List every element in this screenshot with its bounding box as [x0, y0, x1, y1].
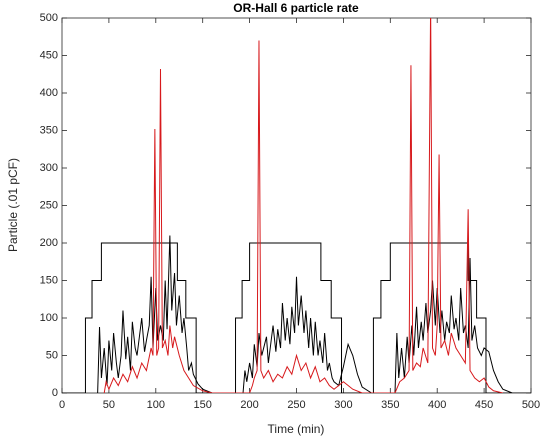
y-tick-label: 0 — [52, 387, 58, 399]
y-tick-label: 500 — [40, 12, 58, 24]
x-tick-label: 450 — [475, 399, 493, 411]
y-tick-label: 350 — [40, 124, 58, 136]
series-line — [97, 235, 513, 393]
x-tick-label: 100 — [147, 399, 165, 411]
y-tick-label: 100 — [40, 312, 58, 324]
y-axis-label: Particle (.01 pCF) — [6, 158, 20, 252]
series-line — [103, 18, 503, 393]
x-tick-label: 0 — [59, 399, 65, 411]
x-tick-label: 350 — [381, 399, 399, 411]
x-tick-label: 500 — [522, 399, 540, 411]
series-line — [62, 242, 531, 393]
x-tick-label: 50 — [103, 399, 115, 411]
y-tick-label: 50 — [46, 349, 58, 361]
y-tick-label: 400 — [40, 87, 58, 99]
y-tick-label: 250 — [40, 199, 58, 211]
x-tick-label: 150 — [194, 399, 212, 411]
x-axis-label: Time (min) — [268, 422, 325, 436]
y-tick-label: 450 — [40, 49, 58, 61]
x-tick-label: 200 — [240, 399, 258, 411]
x-tick-label: 400 — [428, 399, 446, 411]
chart-title: OR-Hall 6 particle rate — [233, 1, 359, 15]
y-tick-label: 300 — [40, 162, 58, 174]
x-tick-label: 300 — [334, 399, 352, 411]
y-tick-label: 150 — [40, 274, 58, 286]
y-tick-label: 200 — [40, 237, 58, 249]
x-tick-label: 250 — [287, 399, 305, 411]
